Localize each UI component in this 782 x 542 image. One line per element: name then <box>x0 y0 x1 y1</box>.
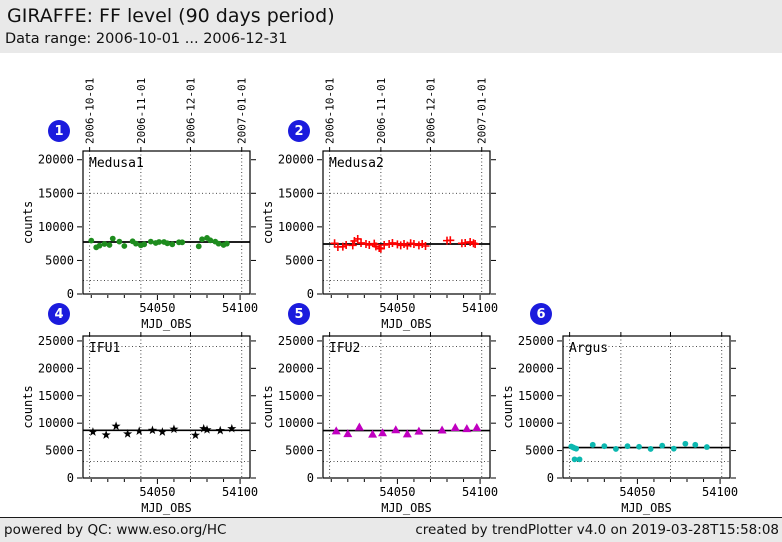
svg-text:15000: 15000 <box>278 389 314 403</box>
svg-text:15000: 15000 <box>518 389 554 403</box>
svg-text:0: 0 <box>547 471 554 485</box>
svg-text:10000: 10000 <box>518 416 554 430</box>
plot-ifu2: 0 5000 10000 15000 20000 25000 54050 54100 MJD_O… <box>261 332 498 515</box>
svg-text:54050: 54050 <box>139 301 175 315</box>
footer-powered-by: powered by QC: www.eso.org/HC <box>4 522 227 538</box>
svg-text:15000: 15000 <box>38 186 74 200</box>
svg-text:2007-01-01: 2007-01-01 <box>476 78 489 144</box>
svg-text:2006-12-01: 2006-12-01 <box>424 78 437 144</box>
svg-text:2006-12-01: 2006-12-01 <box>184 78 197 144</box>
svg-text:MJD_OBS: MJD_OBS <box>141 501 192 515</box>
svg-text:15000: 15000 <box>278 186 314 200</box>
svg-text:54100: 54100 <box>702 485 738 499</box>
svg-text:counts: counts <box>21 201 35 244</box>
footer-created-by: created by trendPlotter v4.0 on 2019-03-… <box>415 522 779 538</box>
svg-text:MJD_OBS: MJD_OBS <box>141 317 192 331</box>
svg-text:20000: 20000 <box>38 361 74 375</box>
svg-text:counts: counts <box>261 201 275 244</box>
svg-text:counts: counts <box>501 385 515 428</box>
svg-text:15000: 15000 <box>38 389 74 403</box>
svg-text:5000: 5000 <box>525 444 554 458</box>
svg-text:IFU1: IFU1 <box>89 341 120 356</box>
svg-text:10000: 10000 <box>38 220 74 234</box>
page-title: GIRAFFE: FF level (90 days period) <box>7 5 335 27</box>
svg-text:Medusa1: Medusa1 <box>89 156 144 171</box>
svg-text:20000: 20000 <box>518 361 554 375</box>
svg-text:2006-10-01: 2006-10-01 <box>84 78 97 144</box>
svg-text:MJD_OBS: MJD_OBS <box>381 501 432 515</box>
plot-badge-5: 5 <box>288 303 310 325</box>
svg-text:2006-10-01: 2006-10-01 <box>324 78 337 144</box>
svg-text:2006-11-01: 2006-11-01 <box>135 78 148 144</box>
plot-badge-6: 6 <box>530 303 552 325</box>
svg-text:54050: 54050 <box>379 301 415 315</box>
svg-text:5000: 5000 <box>45 444 74 458</box>
svg-text:0: 0 <box>67 471 74 485</box>
svg-text:Argus: Argus <box>569 341 608 356</box>
svg-text:MJD_OBS: MJD_OBS <box>381 317 432 331</box>
svg-text:0: 0 <box>67 287 74 301</box>
svg-text:2006-11-01: 2006-11-01 <box>375 78 388 144</box>
svg-text:54100: 54100 <box>222 485 258 499</box>
svg-text:25000: 25000 <box>518 334 554 348</box>
svg-text:54050: 54050 <box>379 485 415 499</box>
plot-badge-2: 2 <box>288 120 310 142</box>
svg-text:25000: 25000 <box>278 334 314 348</box>
svg-text:5000: 5000 <box>285 444 314 458</box>
plot-badge-1: 1 <box>48 120 70 142</box>
date-range-subtitle: Data range: 2006-10-01 ... 2006-12-31 <box>5 31 288 47</box>
svg-text:IFU2: IFU2 <box>329 341 360 356</box>
svg-text:20000: 20000 <box>38 153 74 167</box>
svg-text:MJD_OBS: MJD_OBS <box>621 501 672 515</box>
plot-badge-4: 4 <box>48 303 70 325</box>
svg-text:counts: counts <box>261 385 275 428</box>
svg-text:10000: 10000 <box>278 220 314 234</box>
plot-medusa2: 2006-10-01 2006-11-01 2006-12-01 2007-01-01… <box>261 78 498 331</box>
svg-text:54050: 54050 <box>619 485 655 499</box>
svg-text:54100: 54100 <box>462 301 498 315</box>
plot-argus: 0 5000 10000 15000 20000 25000 54050 54100 MJD_O… <box>501 332 738 515</box>
svg-text:0: 0 <box>307 287 314 301</box>
svg-text:10000: 10000 <box>38 416 74 430</box>
svg-text:54050: 54050 <box>139 485 175 499</box>
svg-text:0: 0 <box>307 471 314 485</box>
svg-text:10000: 10000 <box>278 416 314 430</box>
svg-text:2007-01-01: 2007-01-01 <box>236 78 249 144</box>
svg-text:5000: 5000 <box>45 253 74 267</box>
svg-text:5000: 5000 <box>285 253 314 267</box>
header-bar: GIRAFFE: FF level (90 days period) Data … <box>0 0 782 53</box>
plot-medusa1: 2006-10-01 2006-11-01 2006-12-01 2007-01-01… <box>21 78 258 331</box>
svg-text:20000: 20000 <box>278 361 314 375</box>
svg-text:Medusa2: Medusa2 <box>329 156 384 171</box>
svg-text:20000: 20000 <box>278 153 314 167</box>
svg-text:25000: 25000 <box>38 334 74 348</box>
plot-ifu1: 0 5000 10000 15000 20000 25000 54050 54100 MJD_O… <box>21 332 258 515</box>
svg-text:54100: 54100 <box>462 485 498 499</box>
svg-text:54100: 54100 <box>222 301 258 315</box>
svg-text:counts: counts <box>21 385 35 428</box>
footer-bar: powered by QC: www.eso.org/HC created by… <box>0 517 782 542</box>
